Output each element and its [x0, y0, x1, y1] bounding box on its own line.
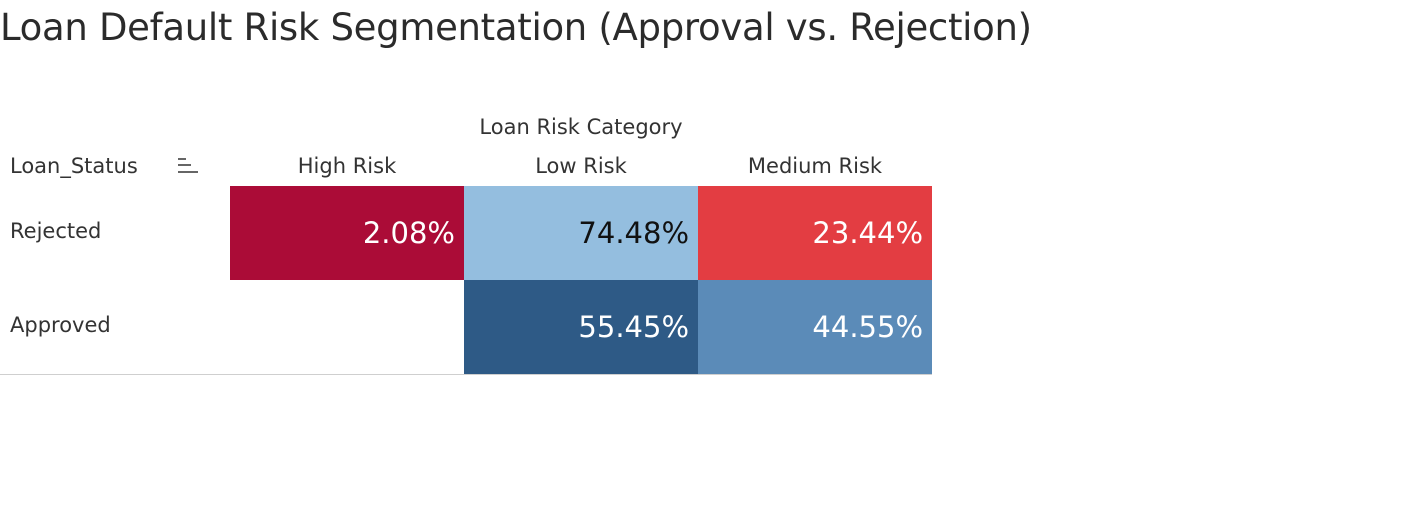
column-header: High Risk: [297, 154, 397, 178]
chart-title: Loan Default Risk Segmentation (Approval…: [0, 6, 1032, 49]
sort-icon[interactable]: [178, 156, 200, 176]
column-header: Medium Risk: [747, 154, 883, 178]
sort-icon-bar: [178, 171, 198, 173]
row-divider: [0, 374, 230, 375]
sort-icon-bar: [178, 164, 191, 166]
heatmap-cell[interactable]: 44.55%: [698, 280, 932, 374]
column-group-label: Loan Risk Category: [479, 115, 683, 139]
heatmap-cell[interactable]: 74.48%: [464, 186, 698, 280]
column-header: Low Risk: [535, 154, 627, 178]
sort-icon-bar: [178, 158, 186, 160]
row-field-label: Loan_Status: [10, 154, 138, 178]
heatmap-cell[interactable]: [230, 280, 464, 374]
heatmap-cell[interactable]: 2.08%: [230, 186, 464, 280]
heatmap-cell[interactable]: 55.45%: [464, 280, 698, 374]
row-label: Rejected: [10, 219, 102, 243]
heatmap-cell[interactable]: 23.44%: [698, 186, 932, 280]
row-label: Approved: [10, 313, 111, 337]
table-bottom-divider: [230, 374, 932, 375]
